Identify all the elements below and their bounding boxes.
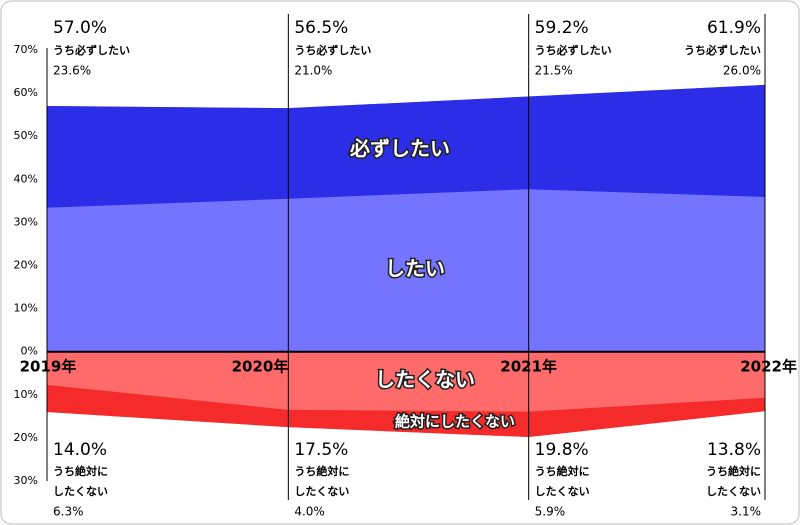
total-label: 13.8% <box>707 440 761 460</box>
y-tick-label: 60% <box>14 86 38 99</box>
annotation: したくない <box>535 485 590 498</box>
annotation: したくない <box>53 485 108 498</box>
annotation: うち必ずしたい <box>53 43 130 57</box>
annotation: うち絶対に <box>535 464 590 478</box>
annotation: したくない <box>294 485 349 498</box>
total-label: 17.5% <box>294 440 348 460</box>
annotation: したくない <box>706 485 761 498</box>
annotation: うち必ずしたい <box>684 43 761 57</box>
annotation: うち絶対に <box>294 464 349 478</box>
y-tick-label: 40% <box>14 172 38 185</box>
total-label: 61.9% <box>707 18 761 38</box>
sub-value-label: 26.0% <box>723 64 761 78</box>
sub-value-label: 21.5% <box>535 64 573 78</box>
y-tick-label: 30% <box>14 474 38 487</box>
y-tick-label: 30% <box>14 215 38 228</box>
y-tick-label: 10% <box>14 302 38 315</box>
y-tick-label: 50% <box>14 129 38 142</box>
annotation: うち必ずしたい <box>294 43 371 57</box>
annotation: うち必ずしたい <box>535 43 612 57</box>
area <box>47 84 765 208</box>
x-tick-label: 2020年 <box>232 358 289 376</box>
series-name: 絶対にしたくない <box>395 413 515 431</box>
total-label: 57.0% <box>53 18 107 38</box>
sub-value-label: 23.6% <box>53 64 91 78</box>
sub-value-label: 6.3% <box>53 505 84 519</box>
series-name: したくない <box>375 368 475 392</box>
annotation: うち絶対に <box>53 464 108 478</box>
y-tick-label: 20% <box>14 259 38 272</box>
x-tick-label: 2022年 <box>740 358 797 376</box>
sub-value-label: 5.9% <box>535 505 566 519</box>
total-label: 59.2% <box>535 18 589 38</box>
x-tick-label: 2019年 <box>20 358 77 376</box>
y-tick-label: 20% <box>14 431 38 444</box>
sub-value-label: 21.0% <box>294 64 332 78</box>
y-tick-label: 10% <box>14 388 38 401</box>
area <box>47 384 765 438</box>
x-tick-label: 2021年 <box>500 358 557 376</box>
annotation: うち絶対に <box>706 464 761 478</box>
y-tick-label: 0% <box>21 345 38 358</box>
total-label: 19.8% <box>535 440 589 460</box>
total-label: 56.5% <box>294 18 348 38</box>
series-name: 必ずしたい <box>349 137 450 161</box>
series-name: したい <box>385 257 445 281</box>
total-label: 14.0% <box>53 440 107 460</box>
sub-value-label: 3.1% <box>731 505 762 519</box>
sub-value-label: 4.0% <box>294 505 325 519</box>
y-tick-label: 70% <box>14 43 38 56</box>
